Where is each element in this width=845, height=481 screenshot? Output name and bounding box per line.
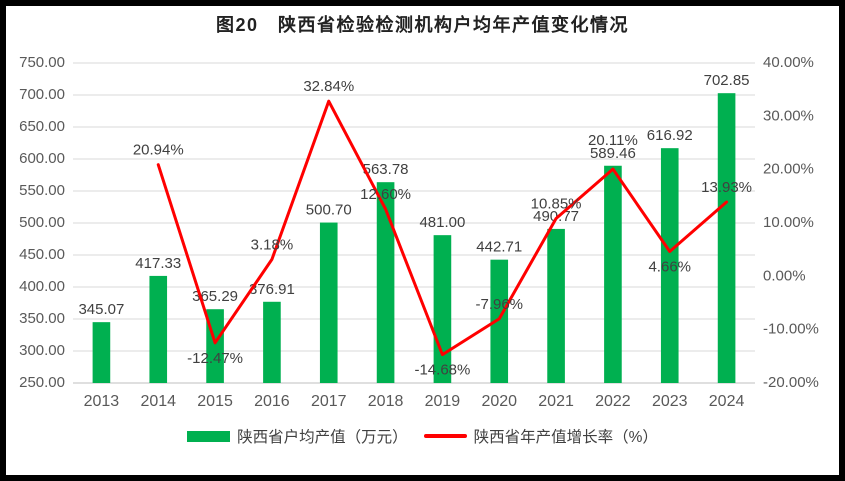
svg-text:550.00: 550.00 [19,182,65,199]
svg-text:-12.47%: -12.47% [187,350,243,367]
svg-text:20.00%: 20.00% [763,161,814,178]
svg-text:450.00: 450.00 [19,246,65,263]
svg-text:400.00: 400.00 [19,278,65,295]
svg-text:3.18%: 3.18% [251,236,294,253]
svg-text:2015: 2015 [197,393,233,410]
svg-text:750.00: 750.00 [19,54,65,71]
svg-text:4.66%: 4.66% [648,258,691,275]
svg-text:-14.68%: -14.68% [414,362,470,379]
svg-text:40.00%: 40.00% [763,54,814,71]
svg-text:2017: 2017 [311,393,347,410]
svg-text:2016: 2016 [254,393,290,410]
svg-text:300.00: 300.00 [19,342,65,359]
svg-text:2022: 2022 [595,393,631,410]
svg-text:32.84%: 32.84% [303,78,354,95]
svg-text:2019: 2019 [425,393,461,410]
svg-text:10.85%: 10.85% [531,195,582,212]
svg-text:650.00: 650.00 [19,118,65,135]
svg-text:2020: 2020 [481,393,517,410]
svg-text:442.71: 442.71 [476,239,522,256]
svg-text:20.94%: 20.94% [133,142,184,159]
svg-text:250.00: 250.00 [19,374,65,391]
svg-text:-7.96%: -7.96% [475,296,523,313]
svg-text:2024: 2024 [709,393,745,410]
svg-text:2021: 2021 [538,393,574,410]
svg-text:345.07: 345.07 [78,301,124,318]
svg-text:30.00%: 30.00% [763,107,814,124]
svg-text:700.00: 700.00 [19,86,65,103]
svg-text:-10.00%: -10.00% [763,321,819,338]
svg-text:2013: 2013 [84,393,120,410]
svg-text:500.70: 500.70 [306,202,352,219]
svg-text:2014: 2014 [140,393,176,410]
svg-text:-20.00%: -20.00% [763,374,819,391]
svg-text:20.11%: 20.11% [588,132,638,149]
svg-text:350.00: 350.00 [19,310,65,327]
svg-text:2018: 2018 [368,393,404,410]
svg-text:13.93%: 13.93% [701,179,752,196]
svg-text:417.33: 417.33 [135,255,181,272]
svg-text:600.00: 600.00 [19,150,65,167]
svg-text:10.00%: 10.00% [763,214,814,231]
svg-text:702.85: 702.85 [704,72,750,89]
svg-text:2023: 2023 [652,393,688,410]
svg-text:481.00: 481.00 [419,214,465,231]
svg-text:500.00: 500.00 [19,214,65,231]
svg-text:0.00%: 0.00% [763,267,806,284]
svg-text:616.92: 616.92 [647,127,693,144]
svg-text:12.60%: 12.60% [360,186,411,203]
